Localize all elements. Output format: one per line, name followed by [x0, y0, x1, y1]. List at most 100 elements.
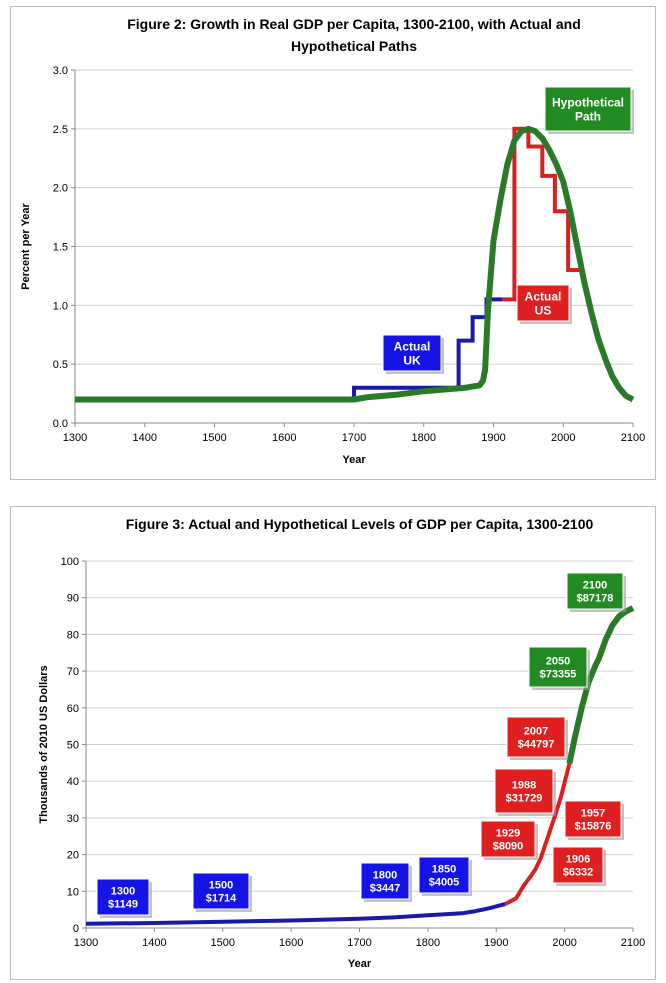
y-tick-label: 2.5 — [53, 124, 68, 136]
y-tick-label: 60 — [67, 703, 79, 715]
callout-label: 1906$6332 — [552, 846, 606, 886]
callout-text-line: 1300 — [111, 885, 135, 897]
series-line-3 — [566, 605, 635, 765]
y-tick-label: 10 — [67, 886, 79, 898]
callout-text-line: 1929 — [496, 827, 520, 839]
y-tick-label: 0.0 — [53, 418, 68, 430]
callout-box — [566, 572, 624, 610]
callout-text-line: $15876 — [575, 820, 612, 832]
x-tick-label: 1900 — [484, 937, 508, 949]
x-axis-label: Year — [348, 958, 372, 970]
chart-title-line: Figure 2: Growth in Real GDP per Capita,… — [127, 16, 581, 32]
series-line-2 — [504, 763, 572, 906]
y-tick-label: 90 — [67, 593, 79, 605]
callout-text-line: Hypothetical — [552, 95, 624, 109]
x-tick-label: 2000 — [552, 937, 576, 949]
callout-label: 2050$73355 — [528, 646, 590, 690]
y-axis-label: Thousands of 2010 US Dollars — [38, 665, 50, 823]
callout-text-line: 1850 — [432, 863, 456, 875]
y-tick-label: 3.0 — [53, 65, 68, 77]
y-tick-label: 50 — [67, 740, 79, 752]
callout-text-line: $4005 — [429, 876, 460, 888]
callout-label: 2007$44797 — [506, 716, 568, 760]
callout-text-line: 1988 — [512, 779, 536, 791]
callout-box — [360, 862, 410, 900]
figure-2-chart: Figure 2: Growth in Real GDP per Capita,… — [20, 16, 645, 466]
callout-box — [506, 716, 566, 758]
y-tick-label: 40 — [67, 776, 79, 788]
y-tick-label: 0.5 — [53, 359, 68, 371]
y-tick-label: 70 — [67, 666, 79, 678]
callout-text-line: Actual — [525, 289, 562, 303]
callout-text-line: $6332 — [563, 866, 594, 878]
series-line-3 — [75, 125, 635, 403]
x-tick-label: 2100 — [621, 937, 645, 949]
callout-text-line: 1800 — [373, 869, 397, 881]
callout-text-line: 1957 — [581, 807, 605, 819]
x-tick-label: 1700 — [347, 937, 371, 949]
series-line-2 — [502, 126, 585, 302]
callout-text-line: 2100 — [583, 579, 607, 591]
callout-text-line: $73355 — [540, 668, 577, 680]
callout-text-line: $44797 — [518, 738, 555, 750]
x-tick-label: 1900 — [481, 432, 505, 444]
x-tick-label: 1400 — [142, 937, 166, 949]
callout-box — [528, 646, 588, 688]
callout-label: 1929$8090 — [480, 820, 538, 860]
chart-title-line: Figure 3: Actual and Hypothetical Levels… — [126, 516, 594, 532]
callout-box — [552, 846, 604, 884]
callout-box — [96, 878, 150, 916]
callout-text-line: 1500 — [209, 879, 233, 891]
callout-text-line: US — [535, 303, 552, 317]
chart-title-line: Hypothetical Paths — [291, 38, 417, 54]
y-tick-label: 1.5 — [53, 242, 68, 254]
y-tick-label: 0 — [73, 923, 79, 935]
callout-text-line: Actual — [394, 339, 431, 353]
y-tick-label: 20 — [67, 850, 79, 862]
x-tick-label: 1800 — [416, 937, 440, 949]
x-tick-label: 1800 — [412, 432, 436, 444]
y-axis-label: Percent per Year — [20, 202, 32, 289]
callout-text-line: $87178 — [577, 592, 614, 604]
callout-text-line: 1906 — [566, 853, 590, 865]
callout-text-line: $8090 — [493, 840, 524, 852]
callout-label: 1957$15876 — [564, 800, 624, 840]
y-tick-label: 80 — [67, 629, 79, 641]
callout-text-line: Path — [575, 109, 601, 123]
callout-label: 1850$4005 — [418, 856, 472, 896]
x-tick-label: 1300 — [74, 937, 98, 949]
x-tick-label: 2100 — [621, 432, 645, 444]
callout-text-line: $1149 — [108, 898, 138, 910]
series-line-1 — [85, 902, 506, 926]
x-tick-label: 1600 — [279, 937, 303, 949]
x-axis-label: Year — [342, 454, 366, 466]
callout-label: 1300$1149 — [96, 878, 152, 918]
callout-box — [494, 768, 554, 814]
x-tick-label: 2000 — [551, 432, 575, 444]
callout-box — [480, 820, 536, 858]
callout-box — [192, 872, 250, 910]
callout-label: 1800$3447 — [360, 862, 412, 902]
x-tick-label: 1400 — [133, 432, 157, 444]
callout-box — [516, 284, 570, 322]
callout-text-line: UK — [403, 353, 421, 367]
callout-box — [544, 86, 632, 132]
callout-text-line: 2007 — [524, 725, 548, 737]
callout-box — [418, 856, 470, 894]
callout-text-line: $1714 — [206, 892, 237, 904]
callout-box — [564, 800, 622, 838]
x-tick-label: 1500 — [202, 432, 226, 444]
callout-text-line: 2050 — [546, 655, 570, 667]
figure-2-panel: Figure 2: Growth in Real GDP per Capita,… — [10, 6, 656, 480]
x-tick-label: 1600 — [272, 432, 296, 444]
callout-box — [382, 334, 442, 372]
callout-text-line: $3447 — [370, 882, 401, 894]
callout-text-line: $31729 — [506, 792, 543, 804]
callout-label: 1500$1714 — [192, 872, 252, 912]
figure-3-chart: Figure 3: Actual and Hypothetical Levels… — [38, 516, 645, 970]
callout-label: 1988$31729 — [494, 768, 556, 816]
y-tick-label: 100 — [61, 556, 79, 568]
